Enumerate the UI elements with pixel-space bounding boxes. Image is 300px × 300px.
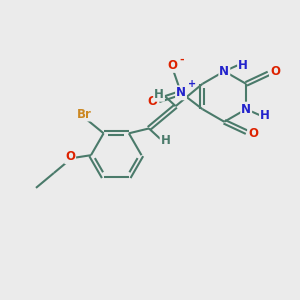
Text: N: N [176, 86, 186, 99]
Text: O: O [65, 150, 75, 163]
Text: N: N [219, 65, 229, 78]
Text: Br: Br [77, 107, 92, 121]
Text: O: O [248, 127, 258, 140]
Text: O: O [167, 59, 177, 72]
Text: H: H [260, 109, 270, 122]
Text: O: O [270, 65, 280, 79]
Text: +: + [188, 79, 196, 89]
Text: N: N [241, 103, 251, 116]
Text: H: H [160, 134, 170, 147]
Text: O: O [147, 95, 157, 108]
Text: H: H [238, 59, 248, 72]
Text: -: - [179, 55, 184, 64]
Text: H: H [154, 88, 164, 101]
